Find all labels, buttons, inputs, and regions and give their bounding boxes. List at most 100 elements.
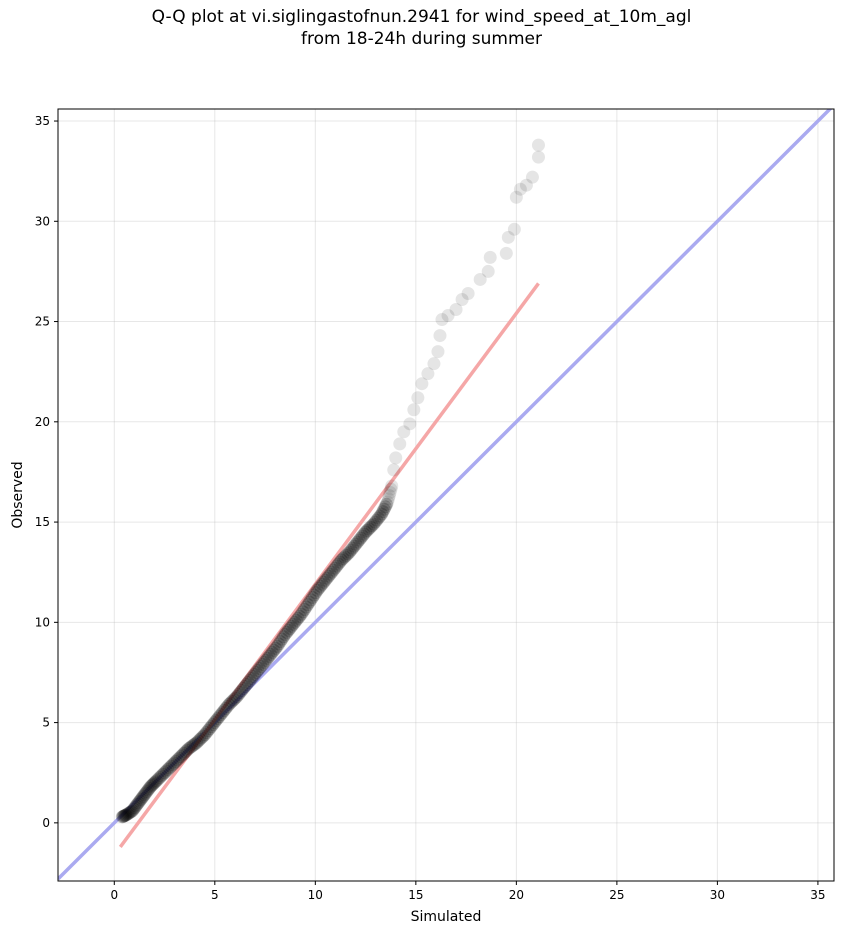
qq-point xyxy=(227,693,241,707)
qq-point xyxy=(207,716,221,730)
qq-point xyxy=(320,571,334,585)
y-tick-label: 25 xyxy=(35,315,50,329)
qq-point xyxy=(513,182,527,196)
qq-point xyxy=(174,750,188,764)
qq-point xyxy=(180,743,194,757)
qq-point xyxy=(283,621,297,635)
qq-point xyxy=(384,482,398,496)
qq-point xyxy=(331,557,345,571)
qq-point xyxy=(273,635,287,649)
qq-point xyxy=(136,789,150,803)
qq-point xyxy=(421,367,435,381)
qq-point xyxy=(461,286,475,300)
qq-point xyxy=(375,507,389,521)
qq-point xyxy=(354,531,368,545)
qq-point xyxy=(191,734,205,748)
qq-point xyxy=(473,272,487,286)
qq-point xyxy=(334,553,348,567)
qq-point xyxy=(378,500,392,514)
qq-point xyxy=(383,485,397,499)
qq-point xyxy=(259,653,273,667)
qq-point xyxy=(195,731,209,745)
y-tick-label: 15 xyxy=(35,515,50,529)
qq-point xyxy=(509,190,523,204)
qq-point xyxy=(349,537,363,551)
qq-point xyxy=(343,545,357,559)
qq-point xyxy=(240,677,254,691)
qq-point xyxy=(252,661,266,675)
qq-point xyxy=(385,479,399,493)
x-tick-label: 0 xyxy=(110,888,118,902)
qq-point xyxy=(301,598,315,612)
qq-point xyxy=(381,495,395,509)
qq-point xyxy=(178,745,192,759)
qq-point xyxy=(249,665,263,679)
qq-point xyxy=(223,696,237,710)
qq-point xyxy=(325,565,339,579)
qq-point xyxy=(209,714,223,728)
qq-point xyxy=(154,769,168,783)
qq-point xyxy=(190,736,204,750)
qq-point xyxy=(203,722,217,736)
qq-point xyxy=(411,391,425,405)
qq-point xyxy=(289,613,303,627)
qq-point xyxy=(397,425,411,439)
qq-point xyxy=(146,777,160,791)
qq-point xyxy=(362,522,376,536)
qq-point xyxy=(262,649,276,663)
qq-point xyxy=(431,345,445,359)
qq-point xyxy=(151,772,165,786)
qq-point xyxy=(116,809,130,823)
qq-point xyxy=(139,786,153,800)
qq-point xyxy=(159,764,173,778)
qq-point xyxy=(286,617,300,631)
qq-point xyxy=(314,579,328,593)
qq-point xyxy=(272,637,286,651)
chart-title-line1: Q-Q plot at vi.siglingastofnun.2941 for … xyxy=(151,7,692,27)
qq-point xyxy=(333,555,347,569)
qq-point xyxy=(196,729,210,743)
qq-point xyxy=(339,548,353,562)
qq-point xyxy=(251,663,265,677)
qq-point xyxy=(288,615,302,629)
qq-point xyxy=(310,583,324,597)
qq-point xyxy=(118,809,132,823)
qq-point xyxy=(145,779,159,793)
y-tick-label: 5 xyxy=(42,716,50,730)
qq-point xyxy=(182,742,196,756)
x-tick-label: 15 xyxy=(408,888,423,902)
qq-point xyxy=(243,673,257,687)
qq-point xyxy=(322,569,336,583)
qq-point xyxy=(382,492,396,506)
qq-point xyxy=(499,246,513,260)
qq-point xyxy=(244,671,258,685)
qq-point xyxy=(127,802,141,816)
qq-point xyxy=(214,708,228,722)
qq-point xyxy=(148,775,162,789)
x-tick-label: 10 xyxy=(308,888,323,902)
qq-point xyxy=(296,605,310,619)
qq-point xyxy=(177,746,191,760)
qq-point xyxy=(352,533,366,547)
qq-point xyxy=(373,509,387,523)
qq-point xyxy=(275,632,289,646)
qq-point xyxy=(248,667,262,681)
qq-point xyxy=(281,623,295,637)
qq-point xyxy=(193,732,207,746)
qq-point xyxy=(233,686,247,700)
qq-point xyxy=(379,497,393,511)
qq-point xyxy=(228,691,242,705)
qq-point xyxy=(119,808,133,822)
qq-point xyxy=(433,329,447,343)
qq-point xyxy=(172,751,186,765)
qq-point xyxy=(297,602,311,616)
qq-point xyxy=(128,801,142,815)
qq-point xyxy=(235,684,249,698)
qq-point xyxy=(519,178,533,192)
qq-point xyxy=(435,313,449,327)
qq-point xyxy=(198,728,212,742)
qq-point xyxy=(525,170,539,184)
qq-point xyxy=(315,577,329,591)
qq-point xyxy=(307,588,321,602)
